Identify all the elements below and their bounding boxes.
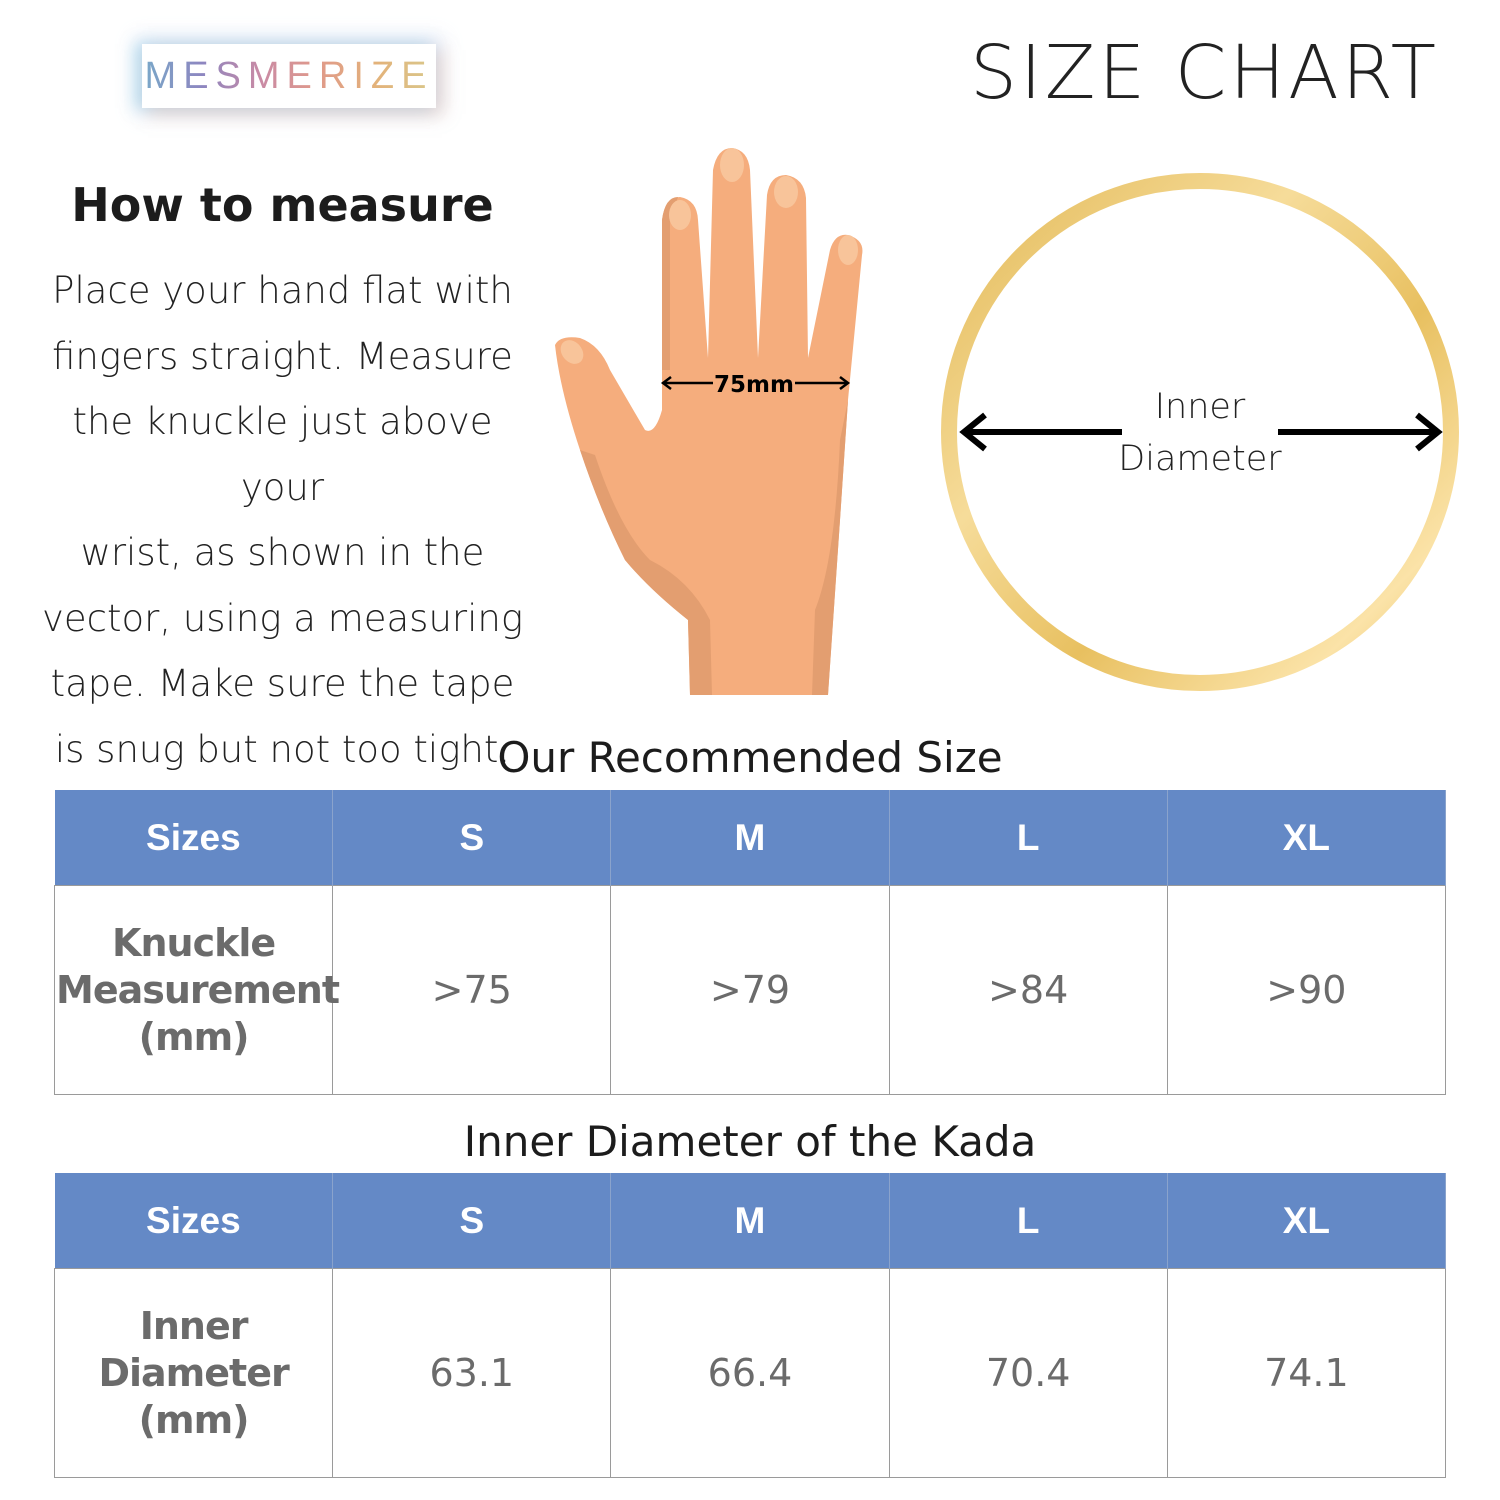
header-cell: M bbox=[610, 1173, 890, 1269]
value-cell: >90 bbox=[1166, 885, 1447, 1095]
header-cell: S bbox=[332, 790, 612, 886]
recommended-title: Our Recommended Size bbox=[497, 733, 1003, 782]
value-cell: 74.1 bbox=[1166, 1268, 1447, 1478]
value-cell: >75 bbox=[332, 885, 612, 1095]
instruction-line: tape. Make sure the tape bbox=[50, 662, 515, 705]
instruction-line: vector, using a measuring bbox=[41, 596, 524, 640]
header-cell: L bbox=[889, 1173, 1168, 1269]
row-label: Inner Diameter (mm) bbox=[53, 1268, 334, 1478]
kada-title: Inner Diameter of the Kada bbox=[463, 1117, 1037, 1166]
ring-circle bbox=[941, 173, 1459, 691]
header-cell: L bbox=[889, 790, 1168, 886]
value-cell: >79 bbox=[610, 885, 890, 1095]
kada-ring-illustration: Inner Diameter bbox=[941, 173, 1459, 691]
kada-diameter-table: Sizes S M L XL Inner Diameter (mm) 63.1 66… bbox=[53, 1173, 1447, 1478]
value-cell: 63.1 bbox=[332, 1268, 612, 1478]
arrow-heads bbox=[660, 376, 851, 390]
hand-illustration: 75mm bbox=[555, 148, 863, 695]
fingernails bbox=[560, 148, 858, 364]
instruction-line: fingers straight. Measure bbox=[52, 334, 513, 378]
ring-label-line2: Diameter bbox=[1118, 439, 1282, 479]
header-cell: Sizes bbox=[54, 1173, 334, 1269]
header-cell: M bbox=[610, 790, 890, 886]
header-cell: S bbox=[332, 1173, 612, 1269]
brand-logo: MESMERIZE bbox=[142, 44, 436, 108]
value-cell: 66.4 bbox=[610, 1268, 890, 1478]
logo-text: MESMERIZE bbox=[144, 54, 434, 97]
recommended-size-table: Sizes S M L XL Knuckle Measurement (mm) >7… bbox=[53, 790, 1447, 1095]
instruction-line: is snug but not too tight. bbox=[54, 727, 511, 771]
table-header-row: Sizes S M L XL bbox=[54, 1173, 1447, 1269]
how-to-heading: How to measure bbox=[71, 178, 494, 232]
header-cell: XL bbox=[1167, 1173, 1447, 1269]
row-label: Knuckle Measurement (mm) bbox=[53, 885, 340, 1095]
instruction-line: Place your hand flat with bbox=[52, 269, 513, 312]
instruction-line: the knuckle just above your bbox=[72, 400, 493, 509]
ring-label-line1: Inner bbox=[1155, 387, 1246, 427]
header-cell: Sizes bbox=[54, 790, 334, 886]
header-cell: XL bbox=[1167, 790, 1447, 886]
hand-measure-label: 75mm bbox=[714, 372, 794, 398]
instructions: Place your hand flat with fingers straig… bbox=[40, 258, 525, 782]
table-row: Knuckle Measurement (mm) >75 >79 >84 >90 bbox=[53, 885, 1447, 1095]
value-cell: 70.4 bbox=[888, 1268, 1168, 1478]
instruction-line: wrist, as shown in the bbox=[80, 531, 485, 574]
table-row: Inner Diameter (mm) 63.1 66.4 70.4 74.1 bbox=[53, 1268, 1447, 1478]
value-cell: >84 bbox=[888, 885, 1168, 1095]
page-title: SIZE CHART bbox=[970, 30, 1439, 116]
hand-shadow bbox=[580, 197, 848, 695]
table-header-row: Sizes S M L XL bbox=[54, 790, 1447, 886]
